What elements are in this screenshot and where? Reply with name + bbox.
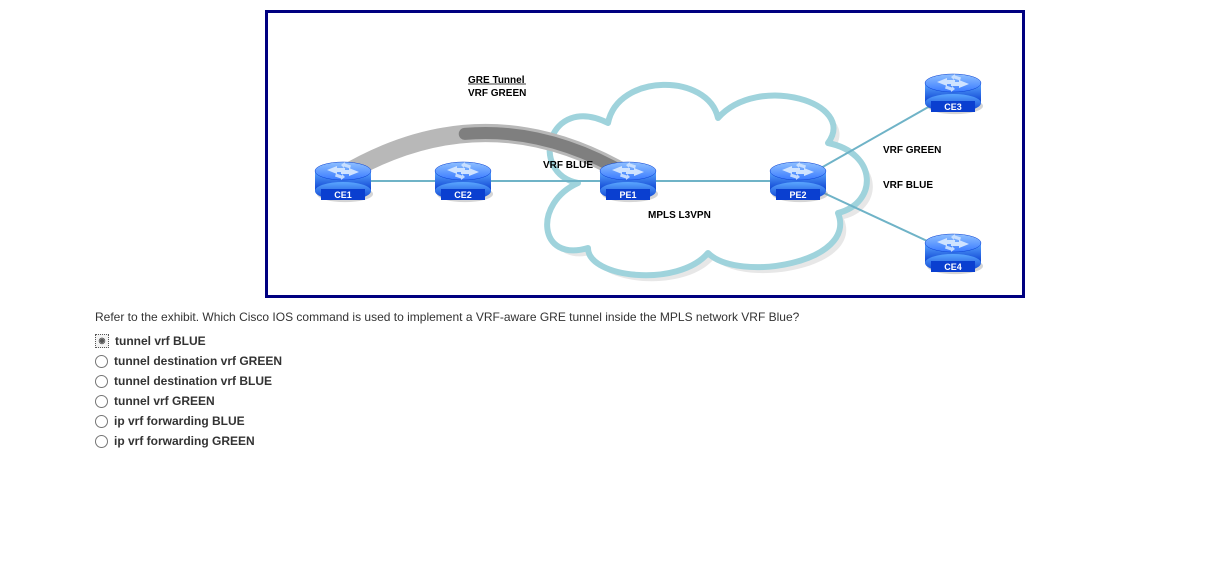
network-diagram: GRE TunnelVRF GREENVRF BLUEMPLS L3VPNVRF…	[268, 13, 1022, 295]
answer-label: tunnel vrf GREEN	[114, 394, 215, 408]
router-icon: CE1	[315, 162, 373, 202]
router-label: PE2	[789, 190, 806, 200]
answer-radio[interactable]	[95, 395, 108, 408]
router-label: CE3	[944, 102, 962, 112]
answer-radio[interactable]	[95, 375, 108, 388]
answer-option[interactable]: tunnel vrf BLUE	[95, 334, 1213, 348]
router-icon: PE2	[770, 162, 828, 202]
answer-option[interactable]: tunnel vrf GREEN	[95, 394, 1213, 408]
answer-option[interactable]: tunnel destination vrf GREEN	[95, 354, 1213, 368]
answer-option[interactable]: ip vrf forwarding GREEN	[95, 434, 1213, 448]
answer-radio[interactable]	[95, 415, 108, 428]
diagram-annotation: VRF BLUE	[883, 180, 933, 191]
router-label: CE1	[334, 190, 352, 200]
answer-label: ip vrf forwarding GREEN	[114, 434, 255, 448]
answer-option[interactable]: tunnel destination vrf BLUE	[95, 374, 1213, 388]
router-icon: CE3	[925, 74, 983, 114]
answer-label: tunnel destination vrf GREEN	[114, 354, 282, 368]
diagram-annotation: MPLS L3VPN	[648, 210, 711, 221]
router-label: CE4	[944, 262, 962, 272]
answer-label: ip vrf forwarding BLUE	[114, 414, 245, 428]
answer-label: tunnel destination vrf BLUE	[114, 374, 272, 388]
router-label: PE1	[619, 190, 636, 200]
diagram-annotation: VRF GREEN	[883, 145, 941, 156]
router-icon: PE1	[600, 162, 658, 202]
answer-option[interactable]: ip vrf forwarding BLUE	[95, 414, 1213, 428]
answer-label: tunnel vrf BLUE	[115, 334, 206, 348]
diagram-annotation: VRF BLUE	[543, 160, 593, 171]
tunnel-label-line2: VRF GREEN	[468, 88, 526, 99]
answer-radio[interactable]	[95, 355, 108, 368]
answer-options: tunnel vrf BLUE tunnel destination vrf GR…	[95, 334, 1213, 448]
router-icon: CE4	[925, 234, 983, 274]
router-icon: CE2	[435, 162, 493, 202]
answer-radio[interactable]	[95, 435, 108, 448]
page: GRE TunnelVRF GREENVRF BLUEMPLS L3VPNVRF…	[0, 0, 1213, 474]
question-text: Refer to the exhibit. Which Cisco IOS co…	[95, 310, 1213, 324]
selected-radio-icon[interactable]	[95, 334, 109, 348]
router-label: CE2	[454, 190, 472, 200]
exhibit-frame: GRE TunnelVRF GREENVRF BLUEMPLS L3VPNVRF…	[265, 10, 1025, 298]
